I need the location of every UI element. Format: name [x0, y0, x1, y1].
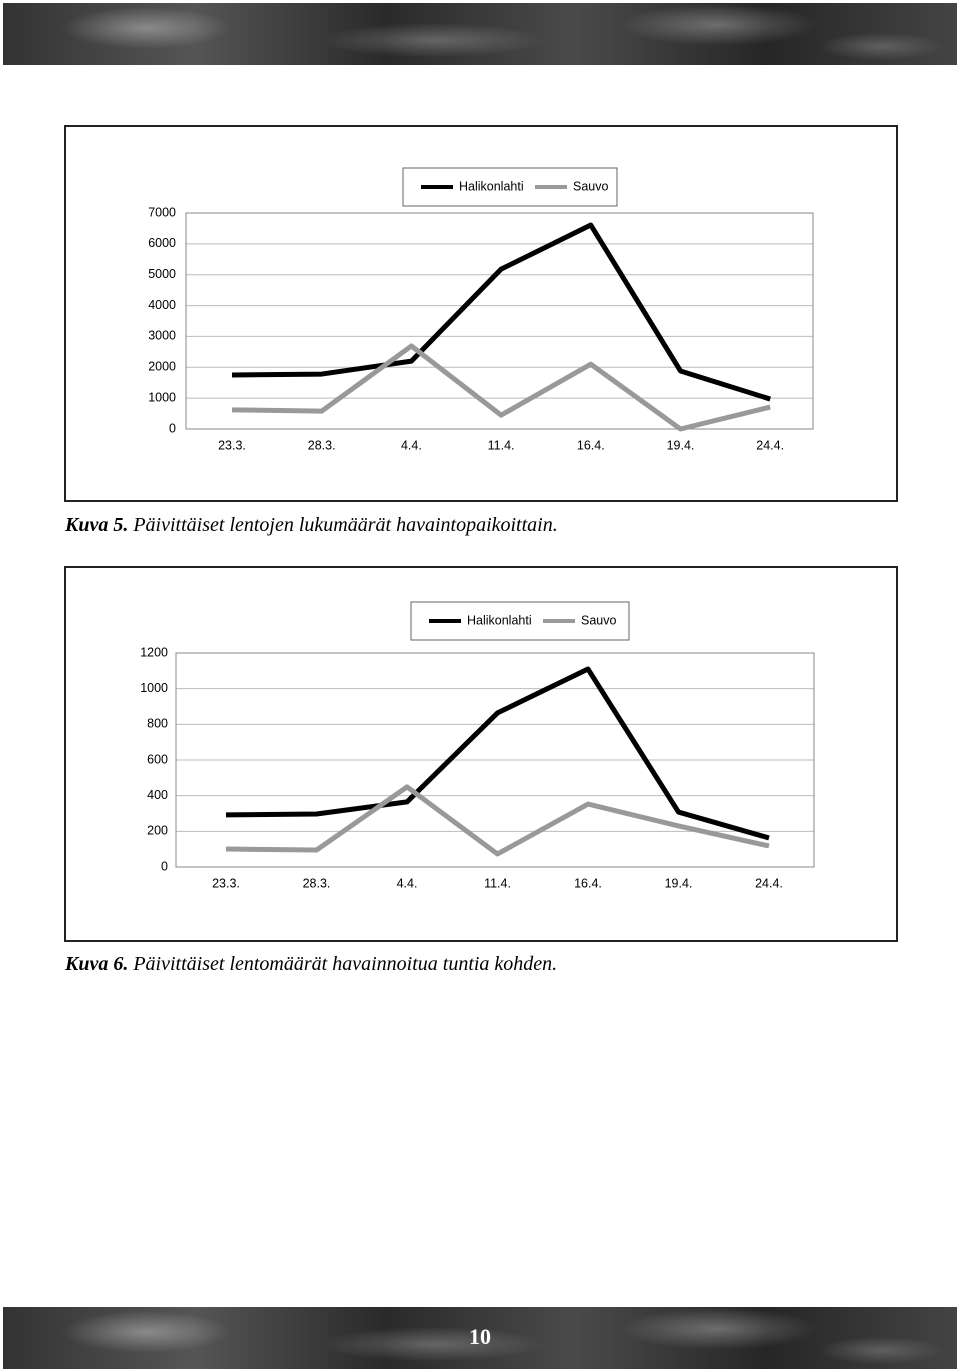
chart-frame — [64, 125, 898, 502]
y-tick-label: 800 — [147, 717, 168, 731]
y-tick-label: 1200 — [140, 645, 168, 659]
header-band — [3, 3, 957, 65]
x-tick-label: 11.4. — [488, 438, 515, 452]
y-tick-label: 3000 — [148, 329, 176, 343]
x-tick-label: 16.4. — [577, 438, 605, 452]
y-tick-label: 2000 — [148, 360, 176, 374]
y-tick-label: 400 — [147, 788, 168, 802]
legend-label: Sauvo — [573, 179, 608, 193]
x-tick-label: 4.4. — [397, 876, 418, 890]
y-tick-label: 5000 — [148, 267, 176, 281]
legend-label: Halikonlahti — [459, 179, 524, 193]
x-tick-label: 4.4. — [401, 438, 422, 452]
x-tick-label: 11.4. — [484, 876, 511, 890]
series-line — [225, 666, 770, 841]
series-line — [231, 222, 771, 402]
y-tick-label: 4000 — [148, 298, 176, 312]
x-tick-label: 28.3. — [303, 876, 331, 890]
y-tick-label: 0 — [161, 859, 168, 873]
legend-label: Halikonlahti — [467, 613, 532, 627]
caption: Kuva 5. Päivittäiset lentojen lukumäärät… — [65, 514, 558, 537]
y-tick-label: 6000 — [148, 236, 176, 250]
y-tick-label: 1000 — [148, 390, 176, 404]
caption: Kuva 6. Päivittäiset lentomäärät havainn… — [65, 953, 557, 976]
y-tick-label: 200 — [147, 824, 168, 838]
chart-frame — [64, 566, 898, 942]
caption-text: Päivittäiset lentojen lukumäärät havaint… — [133, 514, 558, 536]
x-tick-label: 19.4. — [667, 438, 695, 452]
y-tick-label: 600 — [147, 752, 168, 766]
x-tick-label: 28.3. — [308, 438, 336, 452]
x-tick-label: 24.4. — [755, 876, 783, 890]
legend-label: Sauvo — [581, 613, 616, 627]
y-tick-label: 0 — [169, 421, 176, 435]
caption-label: Kuva 6. — [65, 953, 129, 975]
x-tick-label: 23.3. — [212, 876, 240, 890]
series-line — [225, 784, 770, 857]
x-tick-label: 23.3. — [218, 438, 246, 452]
page-number: 10 — [469, 1324, 491, 1349]
caption-label: Kuva 5. — [65, 514, 129, 536]
plot-area — [175, 652, 815, 868]
footer-band — [3, 1307, 957, 1369]
x-tick-label: 24.4. — [756, 438, 784, 452]
caption-text: Päivittäiset lentomäärät havainnoitua tu… — [133, 953, 558, 975]
plot-area — [185, 212, 814, 430]
y-tick-label: 1000 — [140, 681, 168, 695]
x-tick-label: 16.4. — [574, 876, 602, 890]
series-line — [231, 343, 771, 432]
x-tick-label: 19.4. — [665, 876, 693, 890]
y-tick-label: 7000 — [148, 205, 176, 219]
